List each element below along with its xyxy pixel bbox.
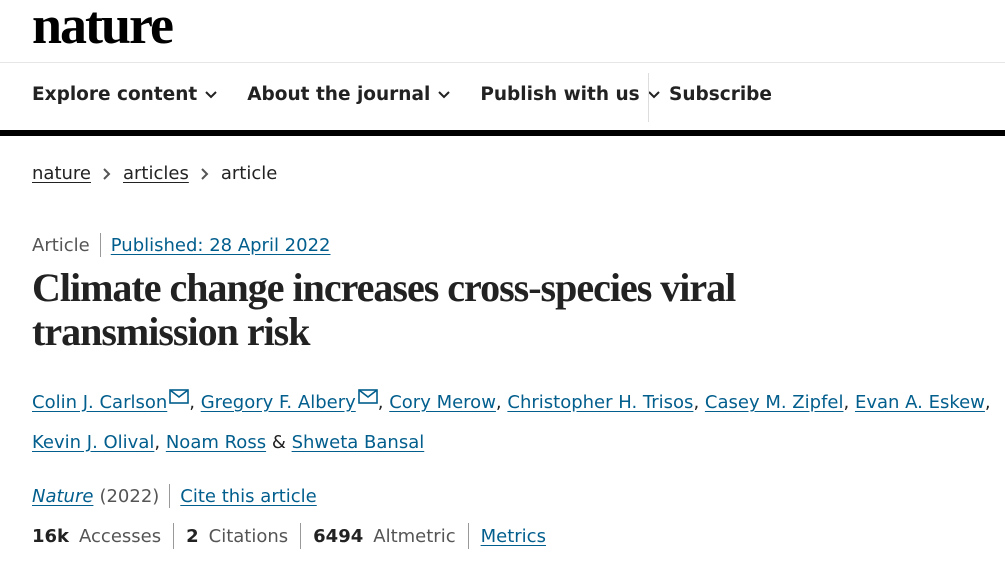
chevron xyxy=(103,167,111,180)
author-link[interactable]: Gregory F. Albery xyxy=(200,392,356,413)
chevron xyxy=(438,90,451,98)
logo[interactable]: nature xyxy=(32,0,174,55)
author-separator: , xyxy=(189,392,195,413)
author-separator: & xyxy=(271,432,286,453)
author-link[interactable]: Colin J. Carlson xyxy=(32,392,168,413)
author-link[interactable]: Noam Ross xyxy=(165,432,267,453)
author-separator: , xyxy=(495,392,502,413)
breadcrumb-link[interactable]: articles xyxy=(122,163,189,184)
nav-label[interactable]: Explore content xyxy=(32,84,198,105)
author-separator: , xyxy=(984,392,991,413)
header-divider xyxy=(0,62,1005,63)
nav-item[interactable]: About the journal xyxy=(247,84,451,105)
author-separator: , xyxy=(154,432,161,453)
author-separator: , xyxy=(693,392,700,413)
article-title: Climate change increases cross-species v… xyxy=(32,265,736,354)
cite-link[interactable]: Cite this article xyxy=(180,485,317,507)
author-link[interactable]: Shweta Bansal xyxy=(291,432,425,453)
header-bar xyxy=(0,130,1005,136)
nav-label[interactable]: About the journal xyxy=(247,84,431,105)
author-link[interactable]: Christopher H. Trisos xyxy=(507,392,694,413)
nav-label[interactable]: Publish with us xyxy=(480,84,640,105)
email-icon[interactable] xyxy=(357,389,378,404)
author-link[interactable]: Evan A. Eskew xyxy=(854,392,985,413)
nav-item[interactable]: Explore content xyxy=(32,84,217,105)
nav: Explore content About the journal Publis… xyxy=(32,84,690,105)
subscribe[interactable]: Subscribe xyxy=(669,84,772,105)
metric-value: 16k xyxy=(32,525,70,547)
metric-value: 2 xyxy=(186,525,199,547)
citation-line: Nature (2022) Cite this article xyxy=(32,484,317,508)
article-type: Article xyxy=(32,234,90,256)
metrics: 16k Accesses 2 Citations 6494 Altmetric Met… xyxy=(32,523,546,549)
nav-divider xyxy=(648,73,649,122)
author-link[interactable]: Kevin J. Olival xyxy=(32,432,155,453)
separator xyxy=(169,484,171,508)
email-icon[interactable] xyxy=(169,389,190,404)
nav-item[interactable]: Publish with us xyxy=(480,84,660,105)
metric-label: Altmetric xyxy=(373,525,456,547)
separator xyxy=(99,233,101,257)
journal-link[interactable]: Nature xyxy=(32,485,94,507)
separator xyxy=(467,523,469,549)
breadcrumb-link[interactable]: nature xyxy=(32,163,91,184)
chevron xyxy=(205,90,217,98)
separator xyxy=(173,523,175,549)
author-link[interactable]: Casey M. Zipfel xyxy=(704,392,844,413)
author-link[interactable]: Cory Merow xyxy=(389,392,496,413)
breadcrumb: nature articles article xyxy=(32,163,277,184)
article-meta: Article Published: 28 April 2022 xyxy=(32,233,331,257)
metric-value: 6494 xyxy=(313,525,364,547)
breadcrumb-current: article xyxy=(220,163,278,184)
metric-label: Accesses xyxy=(79,525,162,547)
chevron xyxy=(647,90,660,98)
metric-label: Citations xyxy=(208,525,289,547)
author-list: Colin J. Carlson, Gregory F. Albery, Cor… xyxy=(32,383,992,463)
published-date[interactable]: Published: 28 April 2022 xyxy=(110,234,331,256)
metrics-link[interactable]: Metrics xyxy=(480,525,546,547)
author-separator: , xyxy=(377,392,384,413)
year: (2022) xyxy=(99,485,160,507)
separator xyxy=(300,523,302,549)
author-separator: , xyxy=(843,392,850,413)
chevron xyxy=(201,167,209,180)
